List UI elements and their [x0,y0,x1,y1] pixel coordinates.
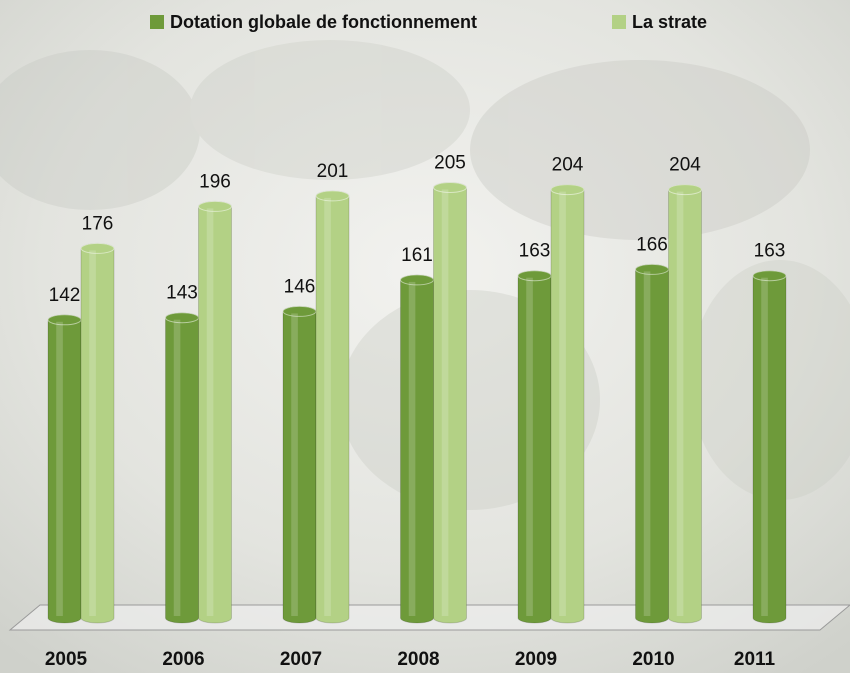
value-label: 204 [552,155,584,176]
value-label: 204 [669,155,701,176]
cylinder-top [752,270,787,282]
cylinder-top [400,274,434,286]
cylinder [282,305,317,624]
x-tick-label: 2006 [162,649,204,670]
value-label: 143 [166,283,198,304]
cylinder-shine [761,277,768,616]
cylinder-shine [324,197,331,616]
cylinder-top [47,314,82,326]
cylinder-shine [441,189,449,616]
cylinder-shine [89,250,96,616]
value-label: 196 [199,171,231,192]
legend-swatch [612,15,626,29]
cylinder [315,190,350,624]
x-tick-label: 2010 [632,649,674,670]
cylinder-top [517,270,552,282]
value-label: 201 [317,161,349,182]
value-label: 146 [284,276,316,297]
cylinder [433,182,467,624]
value-label: 176 [82,213,114,234]
cylinder-shine [676,191,684,616]
cylinder-shine [173,319,181,616]
cylinder-shine [526,277,533,616]
cylinder-top [198,200,232,212]
cylinder-top [635,263,669,275]
cylinder [635,263,669,624]
cylinder-top [550,184,585,196]
value-label: 163 [519,241,551,262]
cylinder [47,314,82,624]
cylinder-top [80,242,115,254]
cylinder [752,270,787,624]
legend-label: La strate [632,12,707,32]
legend-swatch [150,15,164,29]
legend: Dotation globale de fonctionnement La str… [150,12,707,32]
value-label: 166 [636,234,668,255]
cylinder-top [165,312,199,324]
cylinder [517,270,552,624]
cylinder-shine [408,281,416,616]
cylinder-shine [56,321,63,616]
legend-label: Dotation globale de fonctionnement [170,12,477,32]
value-label: 163 [754,241,786,262]
cylinder-top [433,182,467,193]
cylinder [80,242,115,624]
cylinder [668,184,702,624]
value-label: 161 [401,245,433,266]
value-label: 142 [49,285,81,306]
x-tick-label: 2009 [515,649,557,670]
x-tick-label: 2005 [45,649,88,670]
cylinder [400,274,434,624]
cylinder-top [668,184,702,196]
cylinder-shine [206,208,214,616]
cylinder-shine [291,313,298,616]
cylinder-shine [559,191,566,616]
cylinder [198,200,232,624]
value-label: 205 [434,153,466,174]
x-tick-label: 2011 [734,649,776,670]
x-tick-label: 2008 [397,649,439,670]
cylinder-shine [643,271,651,616]
cylinder [550,184,585,624]
x-tick-label: 2007 [280,649,322,670]
cylinder [165,312,199,624]
cylinder-top [282,305,317,317]
cylinder-top [315,190,350,202]
